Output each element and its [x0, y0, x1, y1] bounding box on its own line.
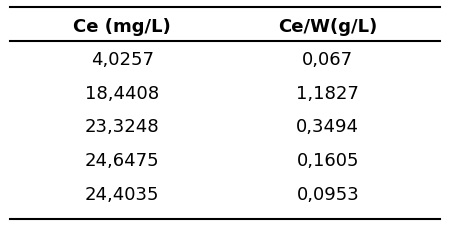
Text: 24,4035: 24,4035: [85, 185, 159, 203]
Text: 24,6475: 24,6475: [85, 151, 159, 169]
Text: Ce (mg/L): Ce (mg/L): [73, 17, 171, 35]
Text: Ce/W(g/L): Ce/W(g/L): [278, 17, 378, 35]
Text: 0,1605: 0,1605: [297, 151, 359, 169]
Text: 1,1827: 1,1827: [297, 84, 359, 102]
Text: 0,067: 0,067: [302, 51, 353, 69]
Text: 0,0953: 0,0953: [297, 185, 359, 203]
Text: 18,4408: 18,4408: [85, 84, 159, 102]
Text: 0,3494: 0,3494: [297, 118, 360, 136]
Text: 23,3248: 23,3248: [85, 118, 159, 136]
Text: 4,0257: 4,0257: [90, 51, 153, 69]
